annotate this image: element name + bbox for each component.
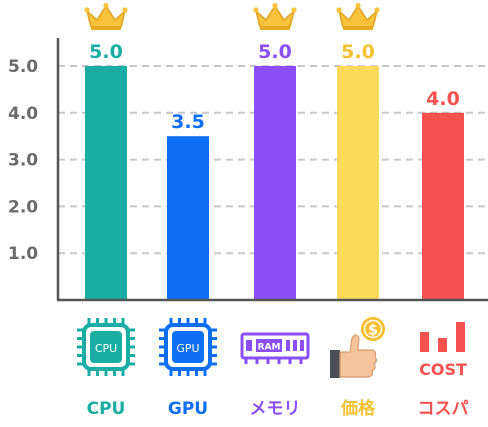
y-tick-label: 3.0	[8, 151, 38, 171]
bar	[337, 66, 379, 300]
bar	[85, 66, 127, 300]
bars: 5.0 3.5 5.0 5.0 4.0	[84, 2, 464, 300]
category-labels: CPU GPU メモリ 価格 コスパ	[87, 398, 469, 419]
category-label: コスパ	[418, 399, 469, 419]
svg-text:CPU: CPU	[95, 342, 117, 355]
value-label: 5.0	[341, 41, 375, 63]
value-label: 4.0	[426, 88, 460, 110]
category-label: CPU	[87, 399, 126, 419]
category-label: GPU	[168, 399, 208, 419]
svg-text:GPU: GPU	[176, 342, 199, 355]
svg-text:RAM: RAM	[258, 343, 281, 353]
y-tick-label: 1.0	[8, 244, 38, 264]
crown-icon	[84, 2, 128, 30]
bar	[422, 112, 464, 300]
svg-text:COST: COST	[419, 360, 467, 379]
svg-text:$: $	[368, 323, 378, 339]
cost-bars-icon: COST	[419, 322, 467, 379]
category-label: メモリ	[250, 399, 301, 419]
bar	[254, 66, 296, 300]
category-icons: CPU GPU RAM $ COST	[77, 317, 467, 379]
y-tick-label: 2.0	[8, 197, 38, 217]
crown-icon	[253, 2, 297, 30]
ram-stick-icon: RAM	[240, 332, 310, 364]
bar	[167, 136, 209, 300]
cpu-chip-icon: CPU	[77, 318, 135, 376]
value-label: 5.0	[258, 41, 292, 63]
crown-icon	[336, 2, 380, 30]
thumbs-up-coin-icon: $	[330, 317, 385, 378]
y-tick-label: 4.0	[8, 104, 38, 124]
y-axis-ticks: 1.0 2.0 3.0 4.0 5.0	[8, 57, 38, 264]
y-tick-label: 5.0	[8, 57, 38, 77]
category-label: 価格	[340, 398, 376, 419]
gpu-chip-icon: GPU	[159, 318, 217, 376]
value-label: 5.0	[89, 41, 123, 63]
value-label: 3.5	[171, 111, 205, 133]
